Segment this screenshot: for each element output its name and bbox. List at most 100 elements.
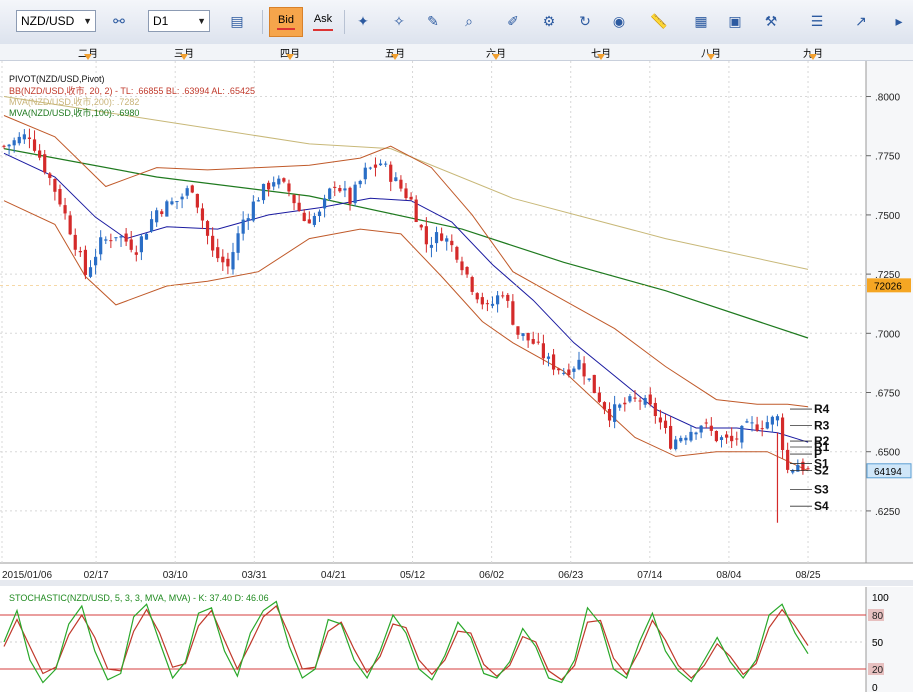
candle-body: [531, 339, 535, 344]
ask-button[interactable]: Ask: [306, 7, 340, 37]
candle-body: [195, 193, 199, 208]
candle-body: [394, 177, 398, 182]
candle-body: [205, 221, 210, 236]
candle-body: [7, 144, 11, 147]
bid-button[interactable]: Bid: [269, 7, 303, 37]
candle-body: [119, 236, 123, 238]
candle-body: [740, 425, 744, 443]
y-tick-label: .7500: [875, 211, 900, 222]
y-tick-label: .7000: [875, 329, 900, 340]
candle-body: [114, 237, 118, 239]
candle-body: [613, 404, 617, 422]
candle-body: [546, 356, 551, 359]
candle-body: [699, 425, 703, 433]
pivot-label: P: [814, 447, 822, 461]
candle-body: [572, 368, 576, 372]
month-marker[interactable]: [597, 54, 605, 60]
draw-icon[interactable]: ✎: [427, 13, 439, 29]
bb-lower-line: [3, 200, 809, 472]
month-marker[interactable]: [286, 54, 294, 60]
candle-body: [704, 422, 708, 424]
indicator-icon[interactable]: ✦: [357, 13, 369, 29]
symbol-select[interactable]: NZD/USD ▼: [16, 10, 96, 32]
candle-body: [714, 431, 719, 442]
candle-body: [679, 437, 683, 442]
pivot-label: S1: [814, 457, 829, 471]
candle-body: [32, 139, 37, 151]
settings-icon[interactable]: ⚙: [542, 13, 556, 29]
candle-body: [419, 224, 423, 228]
chart-type-icon[interactable]: ▤: [230, 13, 244, 29]
toolbar: NZD/USD ▼ ⚯ D1 ▼ ▤ Bid Ask ✦ ✧ ✎ ⌕ ✐ ⚙ ↻…: [0, 0, 913, 45]
chevron-down-icon: ▼: [197, 16, 206, 26]
panel-divider[interactable]: [0, 580, 913, 586]
candle-body: [470, 277, 474, 292]
ruler-icon[interactable]: 📏: [650, 13, 668, 29]
candle-body: [12, 140, 16, 146]
edit-icon[interactable]: ✐: [507, 13, 519, 29]
ask-label: Ask: [313, 13, 333, 25]
candle-body: [307, 219, 311, 224]
candle-body: [638, 400, 642, 402]
image-icon[interactable]: ▦: [694, 13, 708, 29]
candle-body: [216, 247, 220, 259]
stoch-d-line: [3, 605, 809, 681]
candle-body: [806, 468, 810, 470]
mva100-line: [3, 148, 809, 339]
month-marker[interactable]: [707, 54, 715, 60]
expand-icon[interactable]: ▸: [895, 13, 903, 29]
candle-body: [160, 211, 164, 215]
month-marker[interactable]: [492, 54, 500, 60]
sync-icon[interactable]: ↻: [579, 13, 591, 29]
candle-body: [78, 251, 82, 253]
cursor-icon[interactable]: ↗: [855, 13, 867, 29]
candle-body: [719, 437, 724, 440]
candle-body: [775, 416, 780, 421]
candle-body: [251, 201, 255, 221]
candle-body: [643, 397, 647, 405]
timeframe-select[interactable]: D1 ▼: [148, 10, 210, 32]
osc-tick-label: 0: [872, 683, 878, 694]
candle-body: [170, 201, 174, 205]
oscillator-panel: [0, 587, 866, 692]
x-tick-label: 04/21: [321, 570, 346, 581]
candle-body: [175, 201, 179, 203]
candle-body: [592, 374, 596, 394]
candle-body: [526, 332, 530, 341]
month-marker[interactable]: [84, 54, 92, 60]
candle-body: [689, 431, 693, 441]
candle-body: [241, 219, 245, 234]
x-tick-label: 08/25: [796, 570, 821, 581]
candle-body: [190, 185, 194, 193]
tools-icon[interactable]: ⚒: [764, 13, 778, 29]
separator: [262, 10, 263, 34]
x-tick-label: 08/04: [716, 570, 741, 581]
template-icon[interactable]: ▣: [728, 13, 742, 29]
candle-body: [43, 154, 47, 173]
studies-icon[interactable]: ✧: [393, 13, 405, 29]
month-marker[interactable]: [180, 54, 188, 60]
candle-body: [409, 196, 413, 200]
osc-tick-label: 50: [872, 638, 884, 649]
x-tick-label: 06/23: [558, 570, 583, 581]
candle-body: [27, 137, 32, 140]
osc-level-badge: [868, 609, 884, 621]
current-price-badge: [867, 278, 911, 293]
candle-body: [618, 404, 622, 408]
link-icon[interactable]: ⚯: [113, 13, 125, 29]
menu-icon[interactable]: ☰: [810, 13, 824, 29]
candle-body: [791, 470, 795, 473]
pivot-label: S4: [814, 499, 829, 513]
globe-icon[interactable]: ◉: [612, 13, 626, 29]
candle-body: [684, 437, 688, 441]
zoom-icon[interactable]: ⌕: [465, 13, 473, 29]
candle-body: [338, 188, 342, 192]
candle-body: [211, 235, 215, 251]
month-marker[interactable]: [809, 54, 817, 60]
x-tick-label: 03/31: [242, 570, 267, 581]
candle-body: [17, 136, 21, 144]
month-marker[interactable]: [391, 54, 399, 60]
candle-body: [292, 194, 296, 204]
candle-body: [88, 267, 93, 277]
